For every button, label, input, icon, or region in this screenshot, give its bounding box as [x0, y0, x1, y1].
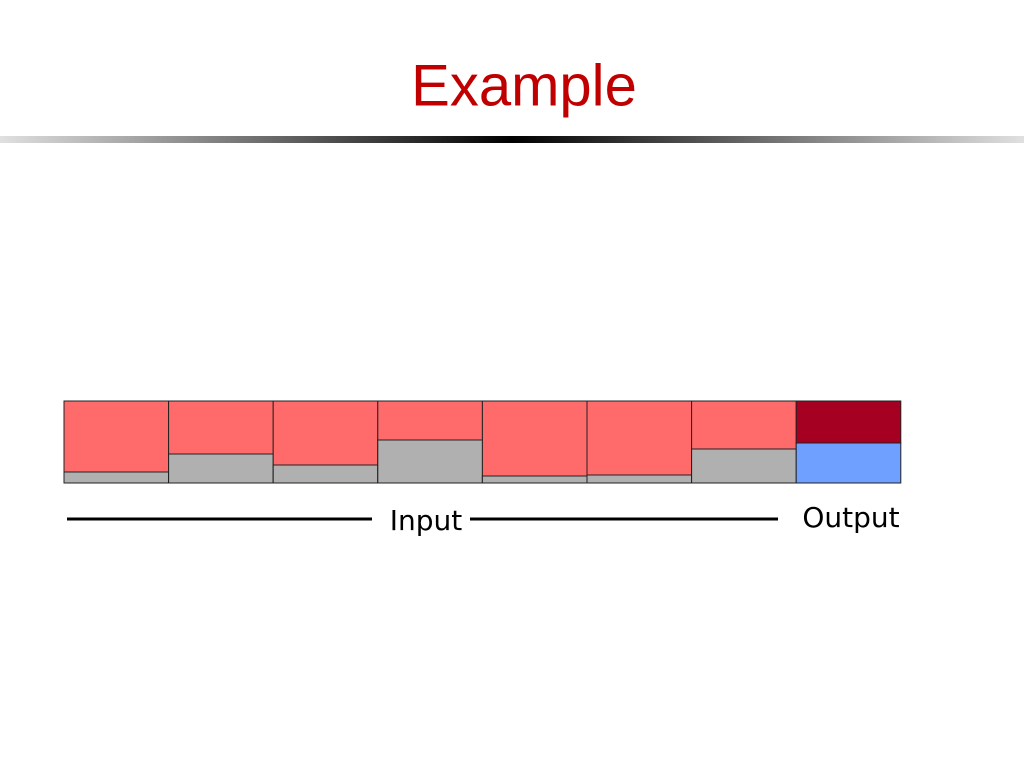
input-fill — [272, 464, 379, 484]
boxes — [63, 400, 902, 484]
input-fill — [481, 475, 588, 484]
output-label: Output — [802, 501, 899, 534]
output-bottom — [795, 442, 902, 484]
title-rule — [0, 136, 1024, 143]
input-fill — [586, 474, 693, 484]
input-box — [63, 400, 170, 484]
input-label: Input — [390, 504, 463, 537]
input-fill — [377, 439, 483, 484]
input-box — [481, 400, 588, 484]
input-fill — [168, 453, 274, 484]
input-fill — [63, 471, 170, 484]
output-top — [795, 400, 902, 444]
input-fill — [691, 448, 797, 484]
input-box — [586, 400, 693, 484]
slide-title: Example — [411, 53, 637, 118]
